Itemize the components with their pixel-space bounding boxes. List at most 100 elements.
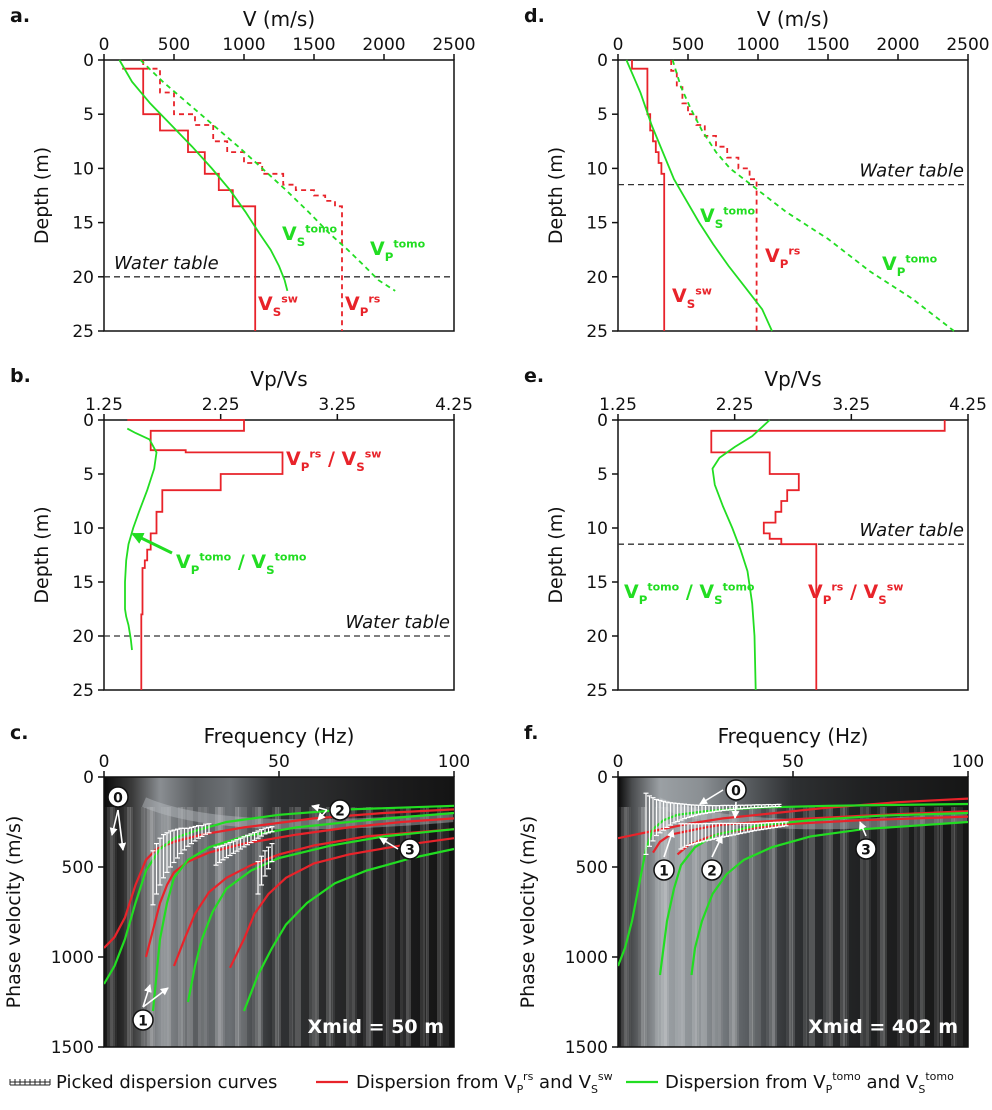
- label-part: P: [385, 250, 394, 264]
- label-part: rs: [788, 244, 800, 257]
- image-streak: [272, 807, 277, 1047]
- image-streak: [104, 807, 107, 1047]
- mode-marker: [855, 838, 877, 860]
- image-streak: [278, 807, 281, 1047]
- y-tick-label: 500: [576, 858, 608, 878]
- image-streak: [363, 807, 369, 1047]
- mode-arrow: [663, 829, 675, 858]
- label-part: S: [687, 297, 695, 311]
- x-tick-label: 500: [672, 35, 704, 55]
- image-streak: [235, 807, 239, 1047]
- axis-ylabel: Phase velocity (m/s): [517, 816, 539, 1009]
- x-tick-label: 1000: [222, 35, 265, 55]
- image-streak: [178, 807, 183, 1047]
- image-streak: [329, 807, 333, 1047]
- x-tick-label: 0: [99, 752, 110, 772]
- label-part: P: [639, 593, 648, 607]
- image-streak: [681, 807, 685, 1047]
- green-dispersion-curve: [690, 820, 968, 976]
- label-vs-tomo: VStomo: [282, 222, 338, 249]
- panel-e: e. 1.25 2.25 3.25 4.25 0 5 10 15 20 25 Vp/Vs Depth (…: [524, 365, 987, 701]
- label-part: tomo: [723, 204, 755, 217]
- label-part: V: [251, 551, 266, 573]
- image-streak: [769, 807, 775, 1047]
- mode-marker: [107, 786, 129, 808]
- image-streak: [826, 807, 831, 1047]
- series-vp-rs: [142, 60, 343, 331]
- mode-marker-number: 3: [405, 843, 415, 859]
- y-tick-label: 500: [62, 858, 94, 878]
- x-tick-label: 0: [613, 752, 624, 772]
- image-streak: [141, 807, 145, 1047]
- y-tick-label: 25: [586, 681, 608, 701]
- image-streak: [440, 807, 443, 1047]
- image-streak: [147, 807, 153, 1047]
- label-part: P: [897, 265, 906, 279]
- x-tick-label: 1000: [736, 35, 779, 55]
- image-streak: [897, 807, 901, 1047]
- series-vp-tomo: [139, 59, 396, 292]
- curve-label-text: VPrs / VSsw: [808, 580, 903, 607]
- image-streak: [346, 807, 349, 1047]
- y-tick-label: 20: [72, 627, 94, 647]
- image-streak: [900, 807, 903, 1047]
- mode-arrow: [117, 809, 127, 851]
- y-tick-label: 0: [83, 51, 94, 71]
- y-tick-label: 1500: [51, 1038, 94, 1058]
- image-streak: [701, 807, 707, 1047]
- image-streak: [729, 807, 735, 1047]
- y-tick-label: 0: [83, 411, 94, 431]
- label-part: /: [231, 551, 251, 573]
- curve-label-text: VPtomo / VStomo: [624, 580, 755, 607]
- label-part: V: [808, 581, 823, 603]
- axis-title: V (m/s): [243, 7, 315, 31]
- image-streak: [107, 807, 113, 1047]
- mode-arrow: [109, 809, 119, 836]
- x-tick-label: 2.25: [202, 395, 240, 415]
- mode-arrow: [859, 821, 867, 837]
- label-part: V: [699, 581, 714, 603]
- label-part: V: [700, 205, 715, 227]
- label-ratio-rs-sw: VPrs / VSsw: [286, 447, 381, 474]
- x-tick-label: 2500: [432, 35, 475, 55]
- image-streak: [712, 807, 715, 1047]
- y-tick-label: 15: [72, 214, 94, 234]
- series-vs-sw: [122, 67, 257, 331]
- image-streak: [752, 807, 755, 1047]
- mode-marker: [329, 799, 351, 821]
- image-streak: [789, 807, 793, 1047]
- y-tick-label: 0: [597, 411, 608, 431]
- image-streak: [917, 807, 923, 1047]
- label-part: tomo: [275, 550, 307, 563]
- legend-part: P: [517, 1083, 524, 1096]
- image-streak: [880, 807, 885, 1047]
- legend-part: and V: [533, 1072, 591, 1093]
- image-streak: [809, 807, 815, 1047]
- x-tick-label: 0: [613, 35, 624, 55]
- label-part: tomo: [723, 580, 755, 593]
- image-streak: [914, 807, 917, 1047]
- series-vp-tomo--vs-tomo: [124, 427, 158, 651]
- mode-arrow: [731, 801, 740, 819]
- label-part: P: [301, 460, 310, 474]
- image-streak: [920, 807, 925, 1047]
- x-tick-label: 50: [782, 752, 804, 772]
- image-band: [141, 797, 455, 830]
- label-part: tomo: [305, 222, 337, 235]
- image-streak: [164, 807, 169, 1047]
- y-tick-label: 1000: [51, 948, 94, 968]
- series-vp-rs--vs-sw: [710, 420, 946, 690]
- image-streak: [295, 807, 301, 1047]
- y-tick-label: 20: [586, 627, 608, 647]
- image-streak: [406, 807, 411, 1047]
- mode-arrow: [142, 984, 152, 1008]
- curve-label-text: VPrs / VSsw: [286, 447, 381, 474]
- label-part: /: [843, 581, 863, 603]
- curve-label-text: VSsw: [672, 284, 712, 311]
- image-streak: [718, 807, 723, 1047]
- image-streak: [846, 807, 849, 1047]
- axis-title: Frequency (Hz): [204, 724, 355, 748]
- x-tick-label: 1500: [292, 35, 335, 55]
- panel-letter: e.: [524, 365, 544, 387]
- label-part: rs: [368, 292, 380, 305]
